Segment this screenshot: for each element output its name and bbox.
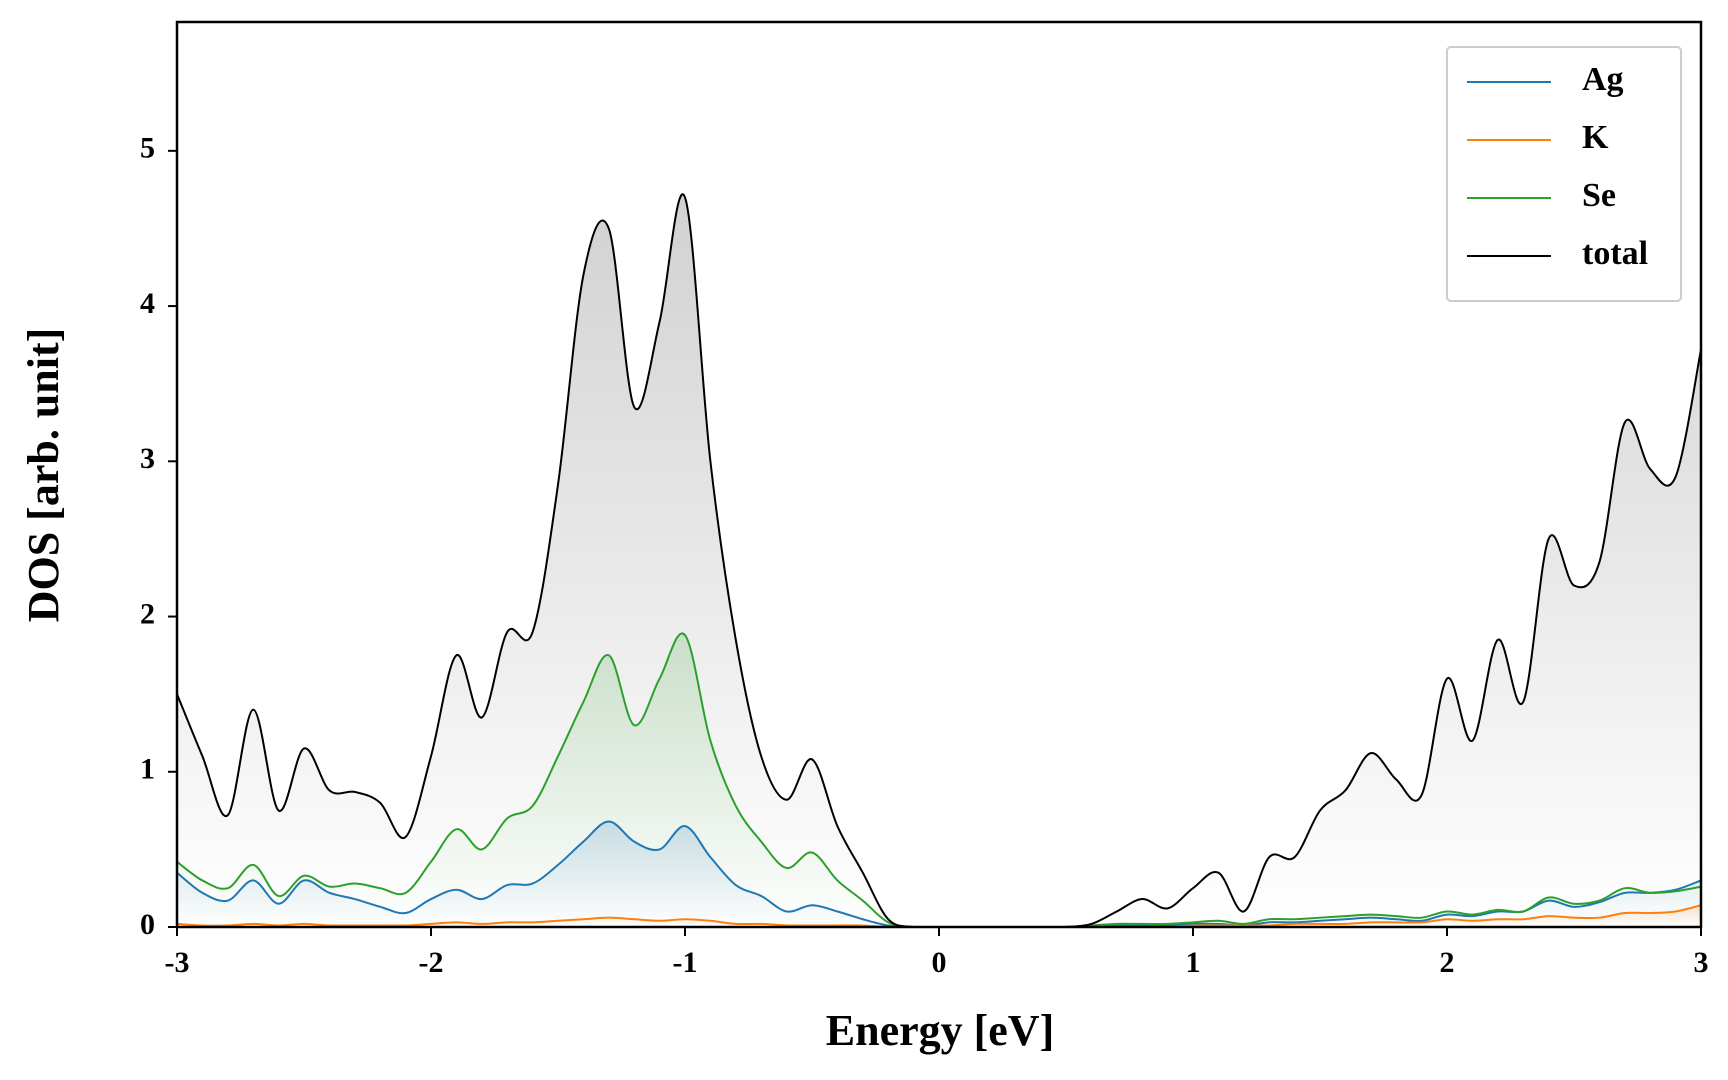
y-tick-label: 1 — [140, 753, 155, 786]
series-line — [177, 904, 1701, 927]
y-tick-label: 0 — [140, 908, 155, 941]
y-tick-label: 5 — [140, 132, 155, 165]
y-tick-label: 2 — [140, 597, 155, 630]
x-tick-label: 1 — [1186, 946, 1201, 979]
plot-area — [177, 193, 1701, 927]
legend-label: K — [1582, 119, 1609, 156]
x-tick-label: -1 — [673, 946, 698, 979]
x-tick-label: 2 — [1440, 946, 1455, 979]
x-axis-label: Energy [eV] — [826, 1006, 1055, 1055]
series-fill — [177, 194, 1701, 927]
x-tick-label: -2 — [419, 946, 444, 979]
legend-label: total — [1582, 235, 1648, 272]
y-axis-label: DOS [arb. unit] — [19, 328, 68, 623]
x-tick-label: 0 — [932, 946, 947, 979]
series-line — [177, 820, 1701, 927]
legend-box — [1446, 46, 1682, 302]
y-tick-label: 3 — [140, 442, 155, 475]
series-fill — [177, 821, 1701, 927]
series-line — [177, 632, 1701, 927]
x-tick-label: 3 — [1694, 946, 1709, 979]
series-line — [177, 193, 1701, 927]
x-tick-label: -3 — [165, 946, 190, 979]
legend-label: Ag — [1582, 61, 1624, 98]
series-fill — [177, 633, 1701, 927]
legend-label: Se — [1582, 177, 1616, 214]
y-tick-label: 4 — [140, 287, 155, 320]
